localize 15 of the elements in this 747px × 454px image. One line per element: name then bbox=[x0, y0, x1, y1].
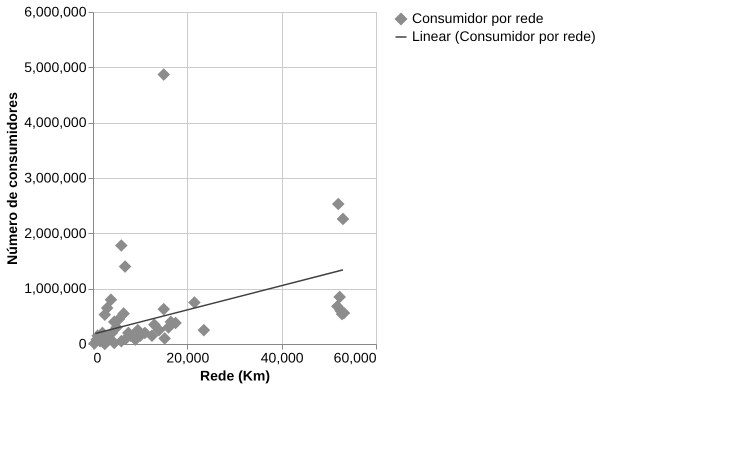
legend-label: Linear (Consumidor por rede) bbox=[412, 28, 596, 44]
y-tick-label: 6,000,000 bbox=[24, 4, 87, 20]
y-tick-label: 2,000,000 bbox=[24, 224, 87, 241]
x-tick-label: 0 bbox=[94, 350, 102, 366]
legend-label: Consumidor por rede bbox=[412, 10, 544, 26]
x-tick-label: 40,000 bbox=[260, 350, 304, 366]
y-tick-label: 5,000,000 bbox=[24, 58, 87, 75]
y-tick-label: 1,000,000 bbox=[24, 280, 87, 296]
y-tick-label: 3,000,000 bbox=[24, 170, 87, 186]
y-tick-label: 4,000,000 bbox=[24, 114, 87, 130]
x-tick-label: 20,000 bbox=[166, 350, 210, 366]
y-tick-label: 0 bbox=[78, 336, 87, 352]
x-axis-title: Rede (Km) bbox=[200, 368, 270, 384]
y-axis-title: Número de consumidores bbox=[4, 92, 20, 265]
x-tick-label: 60,000 bbox=[334, 350, 377, 366]
